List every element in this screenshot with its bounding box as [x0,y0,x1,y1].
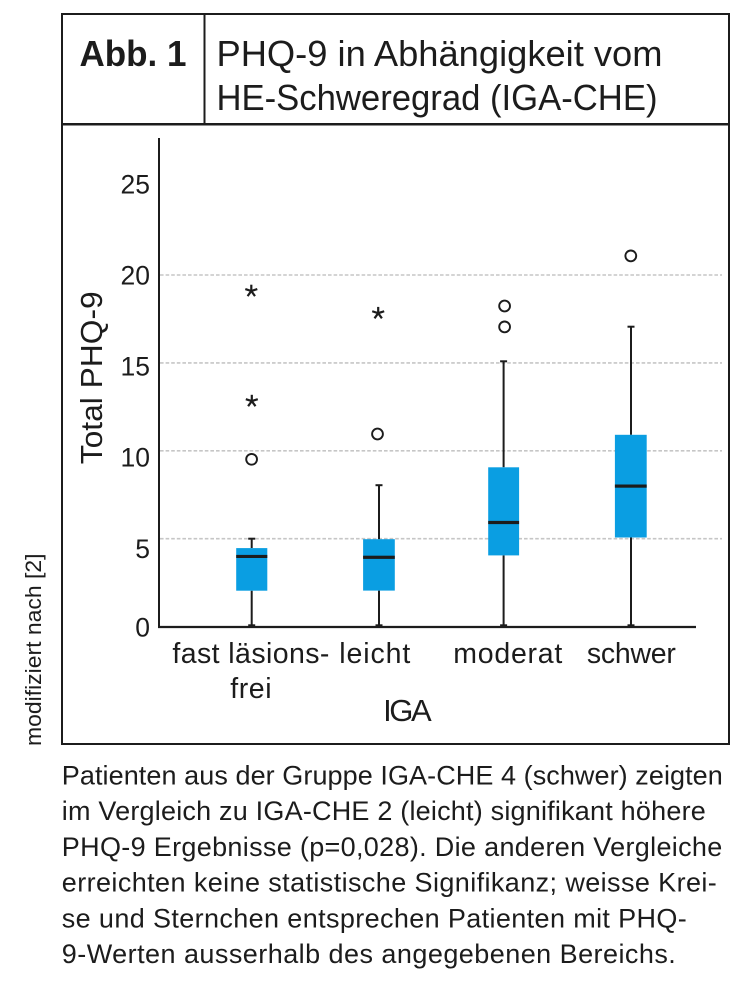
svg-text:IGA: IGA [383,693,432,728]
svg-text:leicht: leicht [339,638,410,670]
svg-text:15: 15 [121,352,150,382]
svg-text:se und Sternchen entsprechen P: se und Sternchen entsprechen Patienten m… [62,903,687,933]
svg-text:fast läsions-: fast läsions- [172,638,329,670]
svg-text:PHQ-9 in Abhängigkeit vom: PHQ-9 in Abhängigkeit vom [217,33,663,74]
svg-text:9-Werten ausserhalb des angege: 9-Werten ausserhalb des angegebenen Bere… [62,939,676,969]
svg-text:Total PHQ-9: Total PHQ-9 [74,291,109,464]
svg-text:Patienten aus der Gruppe IGA-C: Patienten aus der Gruppe IGA-CHE 4 (schw… [62,760,723,790]
svg-text:25: 25 [121,169,150,199]
svg-text:Abb. 1: Abb. 1 [80,33,187,74]
svg-text:20: 20 [121,261,150,291]
svg-text:PHQ-9 Ergebnisse (p=0,028). Di: PHQ-9 Ergebnisse (p=0,028). Die anderen … [62,832,723,862]
svg-text:moderat: moderat [453,638,562,670]
svg-text:erreichten keine statistische: erreichten keine statistische Signifikan… [62,868,717,898]
svg-text:10: 10 [121,443,150,473]
svg-text:schwer: schwer [587,638,677,670]
svg-text:HE-Schweregrad (IGA-CHE): HE-Schweregrad (IGA-CHE) [217,77,658,118]
svg-text:0: 0 [135,613,150,643]
svg-text:modifiziert nach [2]: modifiziert nach [2] [21,554,46,747]
svg-text:5: 5 [135,534,150,564]
svg-text:frei: frei [230,673,271,705]
svg-text:im Vergleich zu IGA-CHE 2 (lei: im Vergleich zu IGA-CHE 2 (leicht) signi… [62,796,706,826]
